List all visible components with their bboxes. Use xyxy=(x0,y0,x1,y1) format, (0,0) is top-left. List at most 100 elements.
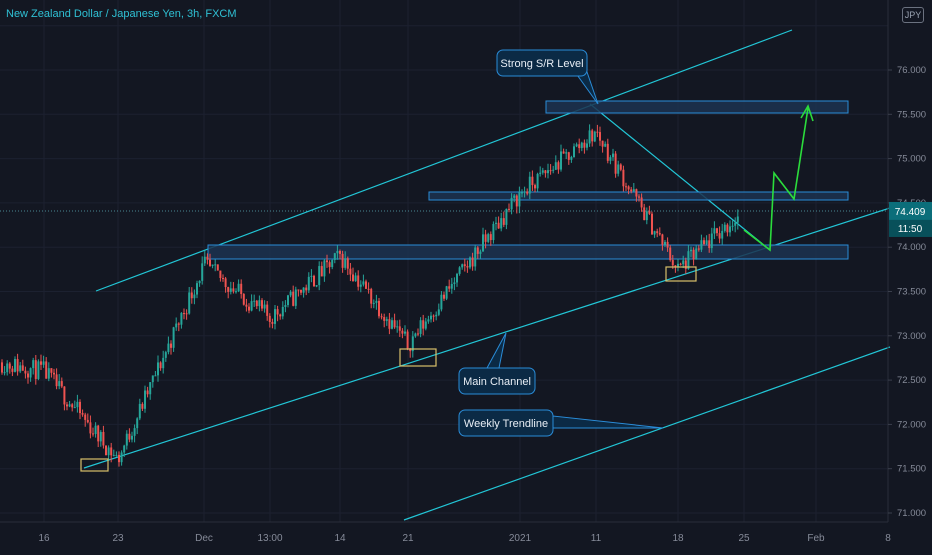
candle-body-121 xyxy=(315,285,318,287)
candle-body-186 xyxy=(484,234,487,242)
candle-body-42 xyxy=(110,447,113,456)
candle-body-123 xyxy=(320,266,323,277)
candle-body-79 xyxy=(206,256,209,260)
callout-pointer-0 xyxy=(574,71,599,105)
candle-body-30 xyxy=(79,401,81,414)
candle-body-83 xyxy=(216,264,219,271)
candle-body-221 xyxy=(575,144,578,147)
candle-body-189 xyxy=(492,223,495,241)
candle-body-19 xyxy=(50,368,53,373)
candle-body-39 xyxy=(102,431,105,446)
candle-body-138 xyxy=(359,284,362,287)
candle-body-279 xyxy=(726,224,729,233)
candle-body-205 xyxy=(534,185,536,189)
candle-body-166 xyxy=(432,315,435,317)
callout-pointer-2 xyxy=(552,415,664,429)
candle-body-59 xyxy=(154,375,157,377)
candle-body-47 xyxy=(123,445,126,453)
candle-body-165 xyxy=(430,315,432,320)
time-tick-label-7: 11 xyxy=(591,533,602,544)
price-tick-label-6: 74.000 xyxy=(897,242,926,253)
candle-body-162 xyxy=(422,320,425,329)
candle-body-24 xyxy=(63,386,66,405)
candle-body-208 xyxy=(541,170,544,173)
time-tick-label-9: 25 xyxy=(738,533,750,544)
candle-body-119 xyxy=(310,275,313,277)
candle-body-41 xyxy=(107,447,110,456)
candle-body-11 xyxy=(29,368,32,378)
candle-body-246 xyxy=(640,197,643,208)
candle-body-218 xyxy=(567,152,570,160)
time-tick-label-10: Feb xyxy=(807,533,825,544)
candle-body-222 xyxy=(578,144,581,149)
candle-body-167 xyxy=(435,314,438,317)
candle-body-78 xyxy=(203,256,206,264)
candle-body-143 xyxy=(372,302,375,304)
candle-body-61 xyxy=(159,362,162,369)
candle-body-66 xyxy=(172,327,175,348)
candle-body-180 xyxy=(469,257,471,268)
candle-body-70 xyxy=(183,313,185,315)
projection-path xyxy=(743,107,809,252)
candle-body-155 xyxy=(404,331,406,334)
candle-body-280 xyxy=(729,226,731,233)
candle-body-100 xyxy=(261,300,263,309)
candle-body-91 xyxy=(237,283,240,292)
time-tick-label-4: 14 xyxy=(334,533,346,544)
candle-body-159 xyxy=(414,333,417,337)
candle-body-181 xyxy=(471,257,474,267)
price-tick-label-9: 75.500 xyxy=(897,109,926,120)
candle-body-160 xyxy=(417,333,419,335)
candle-body-18 xyxy=(47,368,50,379)
candle-body-129 xyxy=(336,250,339,254)
candle-body-75 xyxy=(196,283,198,295)
candle-body-187 xyxy=(487,234,490,242)
candle-body-202 xyxy=(526,191,529,194)
candle-body-274 xyxy=(713,228,716,234)
candle-body-128 xyxy=(333,253,336,260)
time-tick-label-2: Dec xyxy=(195,533,213,544)
candle-body-2 xyxy=(6,363,9,373)
candle-body-150 xyxy=(391,320,393,329)
candle-body-223 xyxy=(580,142,583,149)
candle-body-131 xyxy=(341,253,344,268)
candle-body-248 xyxy=(645,211,648,221)
candle-body-173 xyxy=(450,283,453,289)
candle-body-255 xyxy=(664,241,666,245)
candle-body-94 xyxy=(245,304,248,307)
candle-body-81 xyxy=(211,264,214,266)
candle-body-157 xyxy=(409,348,412,352)
time-tick-label-6: 2021 xyxy=(509,533,532,544)
candle-body-103 xyxy=(268,315,271,322)
candle-body-126 xyxy=(328,262,331,268)
chart-title: New Zealand Dollar / Japanese Yen, 3h, F… xyxy=(6,8,237,20)
candle-body-55 xyxy=(144,390,146,409)
candle-body-63 xyxy=(164,352,167,358)
candle-body-270 xyxy=(703,240,705,244)
candle-body-214 xyxy=(557,162,560,170)
price-tick-label-8: 75.000 xyxy=(897,154,926,165)
candle-body-249 xyxy=(648,211,651,214)
candle-body-161 xyxy=(419,320,422,334)
candle-body-168 xyxy=(437,309,440,315)
price-tick-label-4: 73.000 xyxy=(897,331,926,342)
currency-badge[interactable]: JPY xyxy=(902,7,924,23)
candle-body-264 xyxy=(687,251,690,269)
pivot-box-0 xyxy=(80,458,109,472)
candle-body-71 xyxy=(185,313,188,315)
time-tick-label-5: 21 xyxy=(402,533,414,544)
price-tick-label-10: 76.000 xyxy=(897,65,926,76)
candle-body-236 xyxy=(614,153,617,174)
candle-body-124 xyxy=(323,260,326,277)
candle-body-43 xyxy=(112,454,115,456)
candle-body-232 xyxy=(604,143,607,147)
time-tick-label-8: 18 xyxy=(672,533,684,544)
candle-body-109 xyxy=(284,305,287,307)
candle-body-188 xyxy=(489,234,492,241)
callout-label-1: Main Channel xyxy=(463,376,531,388)
candle-body-247 xyxy=(643,207,646,221)
candle-body-233 xyxy=(606,143,609,161)
candle-body-140 xyxy=(365,281,367,289)
